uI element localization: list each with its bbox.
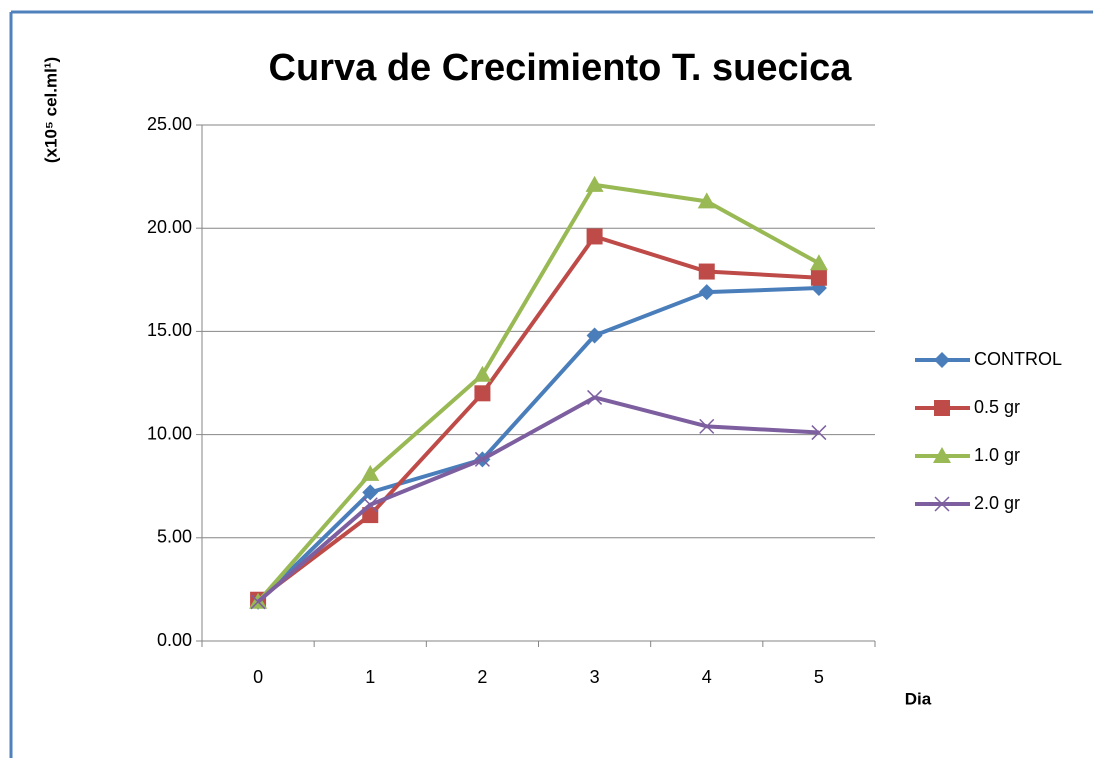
y-tick-label: 20.00	[147, 217, 192, 237]
legend-marker	[934, 496, 950, 512]
data-point	[473, 365, 492, 382]
x-tick-label: 3	[590, 667, 600, 687]
y-tick-label: 0.00	[157, 630, 192, 650]
data-point	[362, 507, 379, 524]
series-line	[256, 182, 820, 604]
x-tick-label: 4	[702, 667, 712, 687]
legend-label: CONTROL	[974, 349, 1062, 369]
data-point	[587, 389, 603, 405]
x-axis-label: Dia	[905, 689, 932, 708]
data-point	[585, 175, 604, 192]
data-point	[698, 284, 715, 301]
data-point	[362, 484, 379, 501]
data-point	[474, 385, 491, 402]
chart-title: Curva de Crecimiento T. suecica	[269, 47, 853, 89]
data-point	[362, 497, 378, 513]
legend-marker	[933, 447, 951, 463]
legend-label: 2.0 gr	[974, 493, 1020, 513]
x-tick-label: 1	[365, 667, 375, 687]
data-point	[361, 464, 380, 481]
data-point	[810, 269, 827, 286]
legend-label: 0.5 gr	[974, 397, 1020, 417]
data-point	[697, 192, 716, 209]
series-line	[256, 395, 820, 604]
data-point	[586, 228, 603, 245]
series-line	[256, 286, 819, 604]
y-tick-label: 5.00	[157, 527, 192, 547]
x-tick-label: 5	[814, 667, 824, 687]
data-point	[811, 425, 827, 441]
data-point	[474, 451, 490, 467]
data-point	[699, 418, 715, 434]
data-point	[586, 327, 603, 344]
x-tick-label: 2	[477, 667, 487, 687]
legend-marker	[934, 400, 950, 416]
legend-label: 1.0 gr	[974, 445, 1020, 465]
data-point	[809, 254, 828, 271]
y-axis-label: (x10⁵ cel.ml¹)	[41, 57, 60, 163]
data-point	[698, 263, 715, 280]
y-tick-label: 10.00	[147, 423, 192, 443]
y-tick-label: 15.00	[147, 320, 192, 340]
data-point	[250, 594, 266, 610]
legend-marker	[934, 352, 950, 368]
y-tick-label: 25.00	[147, 114, 192, 134]
x-tick-label: 0	[253, 667, 263, 687]
series-line	[256, 234, 820, 602]
